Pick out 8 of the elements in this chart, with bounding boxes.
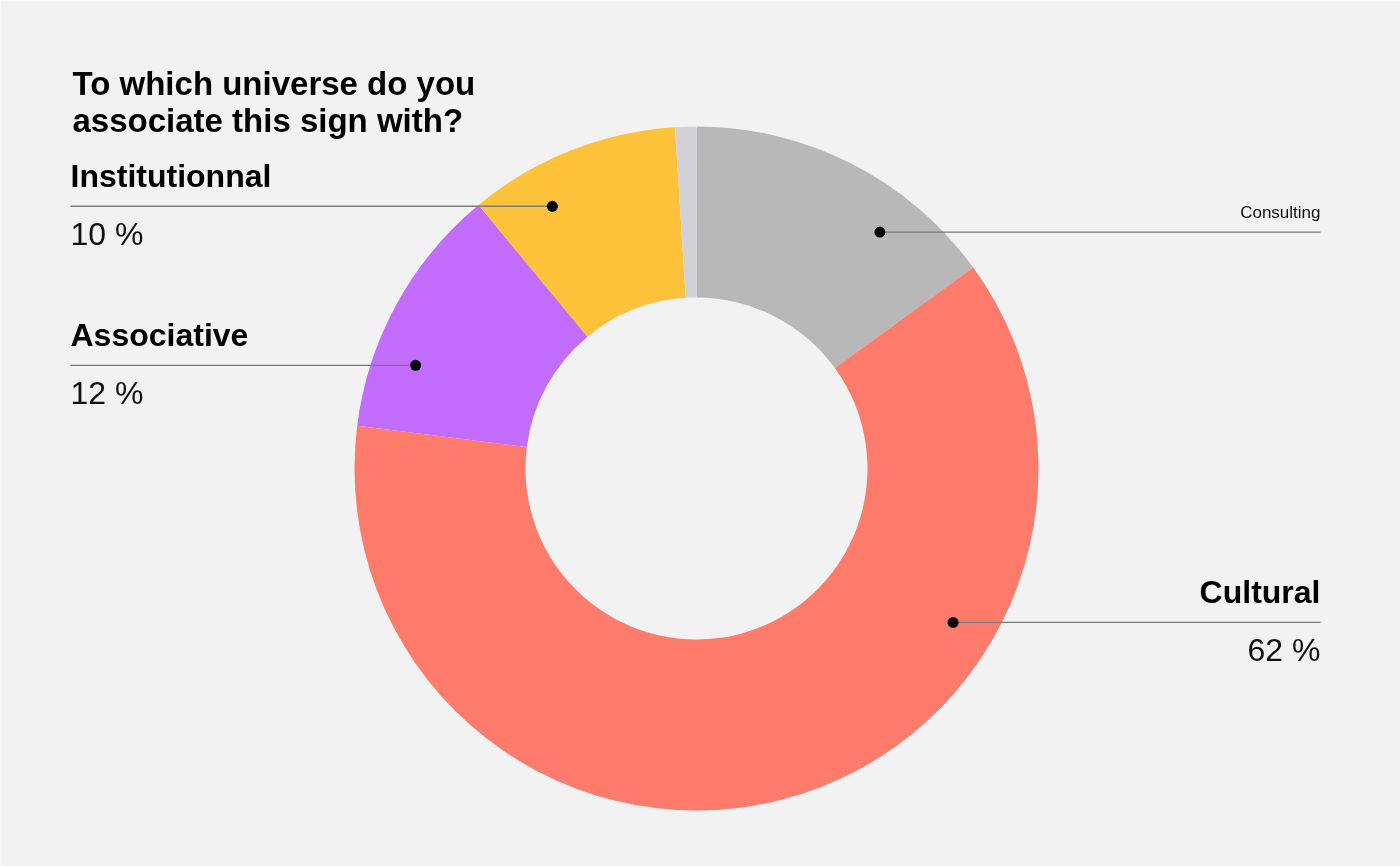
data-label: 62 % [1247, 632, 1321, 669]
chart-title: To which universe do you associate this sign with? [72, 64, 476, 139]
data-label: 10 % [70, 216, 144, 253]
slice-label: Associative [70, 317, 249, 354]
slice-label: Cultural [1199, 574, 1321, 611]
slice-label: Institutionnal [70, 158, 272, 195]
data-label: 12 % [70, 375, 144, 412]
slice-label: Consulting [1240, 203, 1321, 223]
